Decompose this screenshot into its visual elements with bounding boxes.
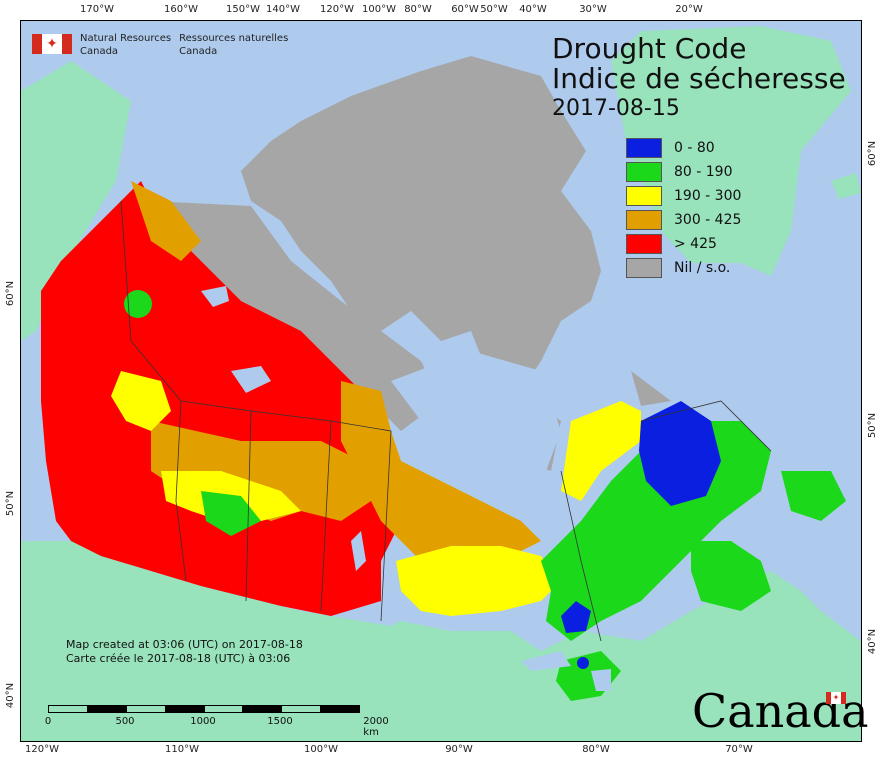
map-frame (20, 20, 862, 742)
legend-swatch (626, 234, 662, 254)
lon-tick-bottom: 100°W (304, 744, 338, 755)
legend-swatch (626, 186, 662, 206)
hudson-bay (391, 351, 561, 481)
legend-label: 0 - 80 (674, 140, 715, 156)
border-mb-on (330, 420, 392, 622)
greenland-land (611, 26, 851, 276)
scale-bar-labels: 0 500 1000 1500 2000 km (44, 713, 389, 738)
lon-tick-top: 140°W (266, 4, 300, 15)
labrador-tip (631, 371, 671, 406)
zone-yellow-ontario (396, 546, 561, 616)
zone-blue-quebec (639, 401, 721, 506)
created-fr: Carte créée le 2017-08-18 (UTC) à 03:06 (66, 652, 291, 665)
map-date: 2017-08-15 (552, 96, 680, 121)
zone-yellow-bc (111, 371, 171, 431)
lon-tick-top: 150°W (226, 4, 260, 15)
arctic-islands (241, 56, 601, 391)
lakes (201, 286, 611, 691)
legend-label: 80 - 190 (674, 164, 733, 180)
lon-tick-bottom: 80°W (582, 744, 610, 755)
legend-item: Nil / s.o. (626, 256, 741, 280)
map-title-block: Drought Code Indice de sécheresse 2017-0… (552, 34, 846, 124)
legend-label: Nil / s.o. (674, 260, 731, 276)
zone-blue-ontario (561, 601, 591, 633)
created-en: Map created at 03:06 (UTC) on 2017-08-18 (66, 638, 303, 651)
usa-land (21, 541, 861, 741)
zone-orange-central (341, 381, 541, 571)
lat-tick-right: 40°N (867, 628, 879, 655)
border-qc-lab (640, 400, 772, 452)
lon-tick-top: 80°W (404, 4, 432, 15)
scale-label: 1500 (267, 716, 293, 727)
lon-tick-top: 40°W (519, 4, 547, 15)
legend-item: 80 - 190 (626, 160, 741, 184)
lon-tick-top: 50°W (480, 4, 508, 15)
iceland-land (831, 173, 861, 199)
lat-tick-right: 60°N (867, 140, 879, 167)
scale-label: 1000 (190, 716, 216, 727)
province-borders (120, 200, 772, 642)
legend-item: 300 - 425 (626, 208, 741, 232)
zone-green-yukon (124, 290, 152, 318)
legend-swatch (626, 258, 662, 278)
map-title-en: Drought Code (552, 32, 747, 65)
zone-orange-west (131, 181, 201, 261)
legend-item: 0 - 80 (626, 136, 741, 160)
zone-blue-dot (577, 657, 589, 669)
lon-tick-bottom: 120°W (25, 744, 59, 755)
lon-tick-top: 100°W (362, 4, 396, 15)
scale-label: 500 (115, 716, 135, 727)
lon-tick-top: 160°W (164, 4, 198, 15)
legend: 0 - 80 80 - 190 190 - 300 300 - 425 > 42… (626, 136, 741, 280)
legend-swatch (626, 138, 662, 158)
map-creation-note: Map created at 03:06 (UTC) on 2017-08-18… (66, 638, 303, 666)
nrcan-logo: ✦ Natural Resources Canada Ressources na… (32, 32, 288, 58)
map-title-fr: Indice de sécheresse (552, 62, 846, 95)
zone-green-maritimes (691, 541, 771, 611)
lon-tick-top: 60°W (451, 4, 479, 15)
scale-label: 2000 km (363, 716, 389, 738)
legend-swatch (626, 162, 662, 182)
lon-tick-bottom: 90°W (445, 744, 473, 755)
legend-item: > 425 (626, 232, 741, 256)
lat-tick-left: 50°N (5, 490, 17, 517)
lat-tick-left: 40°N (5, 682, 17, 709)
border-yt-nt (120, 200, 132, 342)
wordmark-flag-icon: ✦ (826, 692, 846, 704)
scale-label: 0 (44, 716, 52, 727)
lon-tick-bottom: 110°W (165, 744, 199, 755)
scale-bar-graphic (48, 705, 360, 713)
alaska-land (21, 61, 131, 341)
scale-bar: 0 500 1000 1500 2000 km (44, 705, 389, 738)
zone-yellow-quebec (561, 401, 641, 501)
lake-winnipeg (351, 531, 366, 571)
legend-label: > 425 (674, 236, 717, 252)
lon-tick-top: 170°W (80, 4, 114, 15)
legend-label: 300 - 425 (674, 212, 742, 228)
zone-green-newfoundland (781, 471, 846, 521)
org-name-en: Natural Resources Canada (80, 33, 172, 57)
legend-item: 190 - 300 (626, 184, 741, 208)
border-on-qc (560, 470, 602, 642)
lon-tick-top: 120°W (320, 4, 354, 15)
great-bear-lake (201, 286, 229, 307)
non-canada-land (21, 26, 861, 741)
lake-superior (521, 651, 571, 671)
legend-swatch (626, 210, 662, 230)
lon-tick-top: 20°W (675, 4, 703, 15)
canada-flag-icon: ✦ (32, 34, 72, 54)
nunavut-mainland (151, 201, 441, 431)
drought-zones (41, 181, 846, 701)
zone-green-bc (201, 491, 261, 536)
lon-tick-top: 30°W (579, 4, 607, 15)
lon-tick-bottom: 70°W (725, 744, 753, 755)
drought-map[interactable] (21, 21, 861, 741)
lat-tick-left: 60°N (5, 280, 17, 307)
lat-tick-right: 50°N (867, 412, 879, 439)
org-name-fr: Ressources naturelles Canada (179, 33, 289, 57)
lake-huron (591, 669, 611, 691)
border-bc-ab (130, 340, 187, 582)
legend-label: 190 - 300 (674, 188, 742, 204)
great-slave-lake (231, 366, 271, 393)
